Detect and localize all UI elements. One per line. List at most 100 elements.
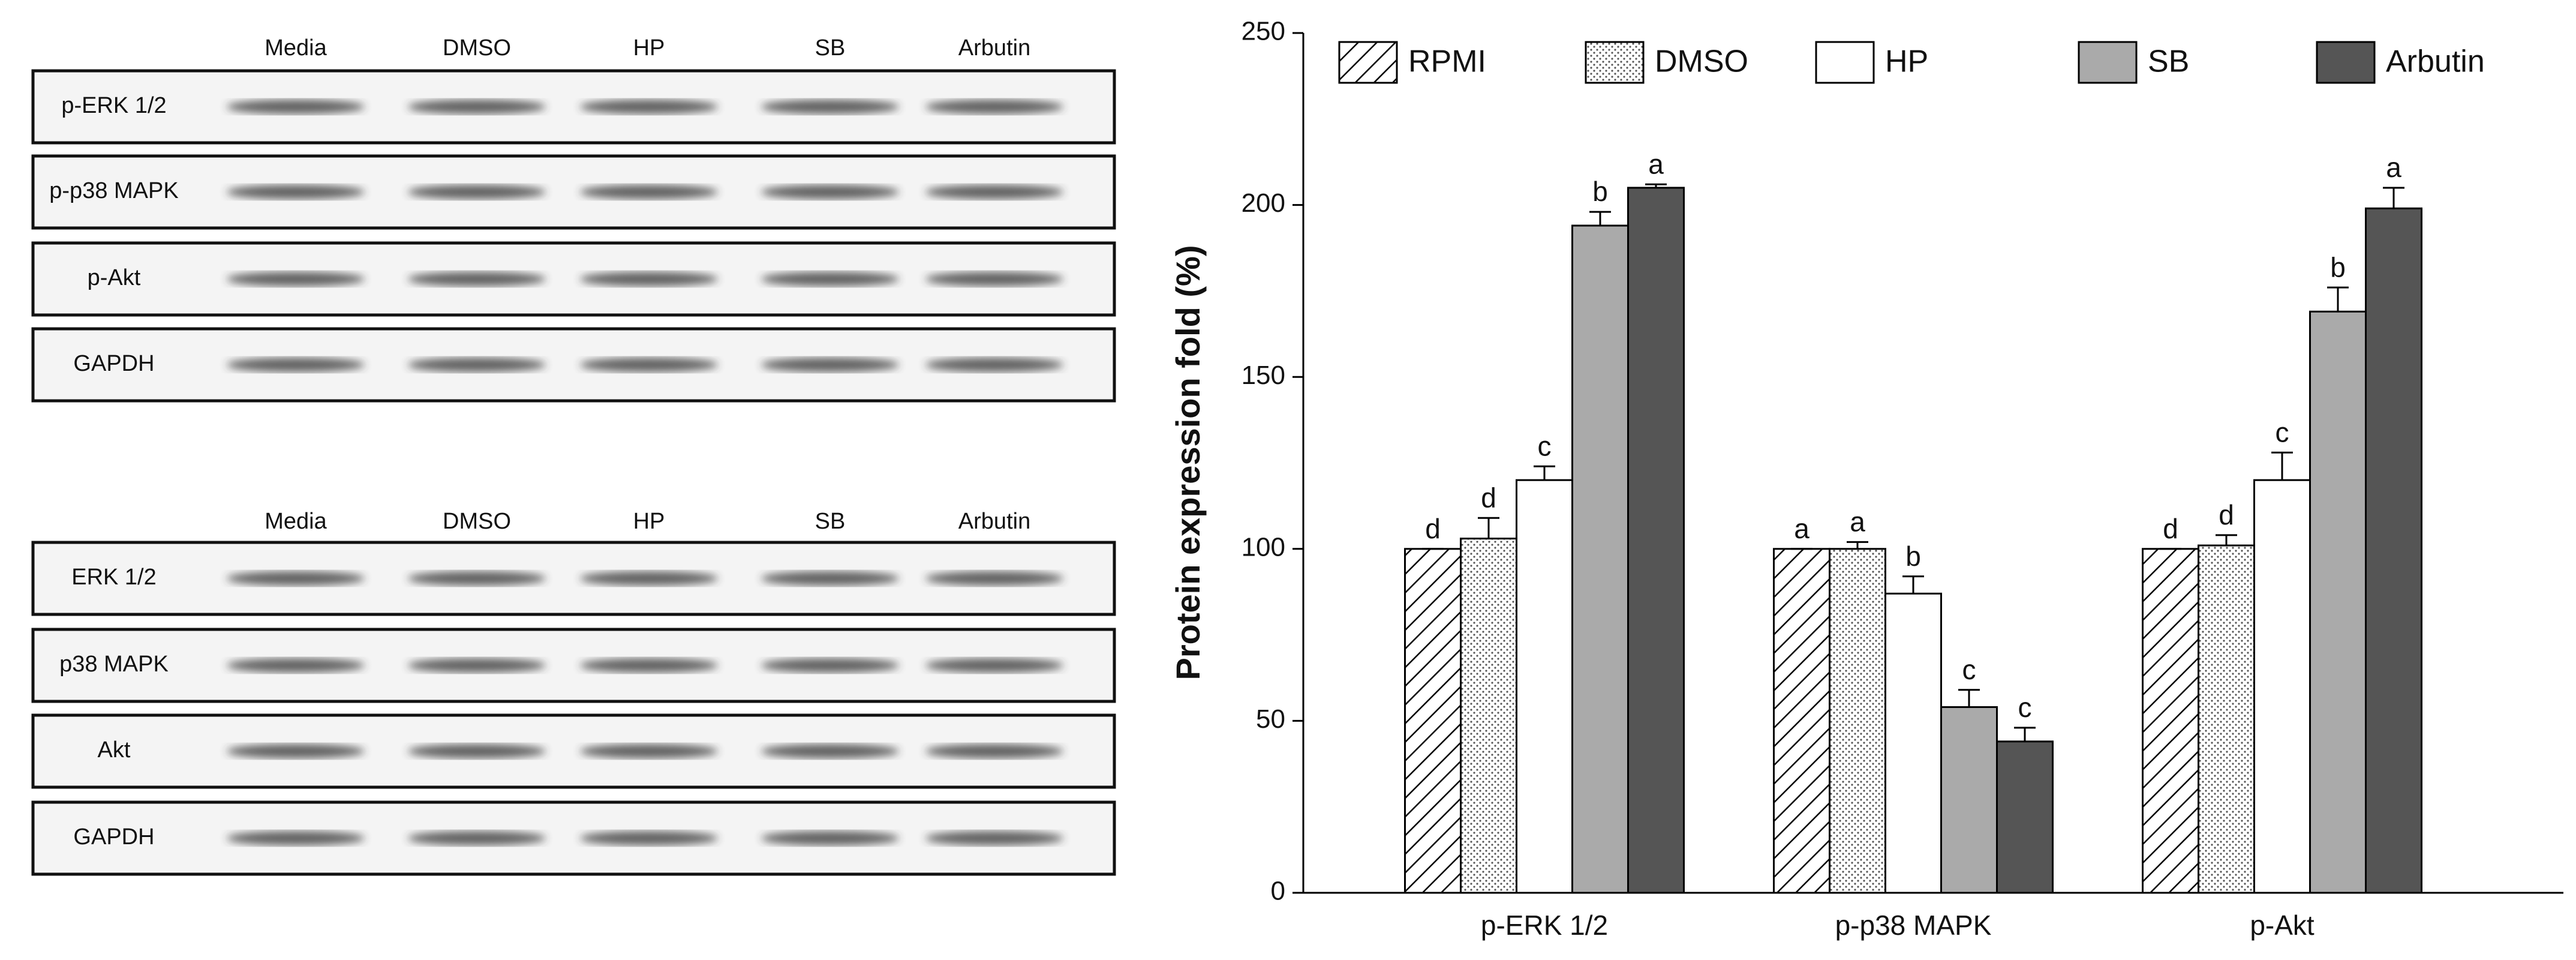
blot-band bbox=[580, 744, 718, 758]
bar bbox=[1940, 706, 1998, 894]
blot-band bbox=[408, 185, 546, 199]
blot-row-label: ERK 1/2 bbox=[71, 565, 157, 590]
significance-label: d bbox=[1425, 513, 1441, 544]
blot-band bbox=[925, 185, 1063, 199]
blot-band bbox=[408, 358, 546, 372]
blot-band bbox=[580, 185, 718, 199]
significance-label: a bbox=[2386, 152, 2401, 183]
bar bbox=[1404, 548, 1462, 894]
legend-swatch bbox=[2078, 41, 2138, 84]
bar bbox=[2253, 479, 2311, 894]
blot-band bbox=[408, 100, 546, 114]
legend-label: DMSO bbox=[1655, 44, 1748, 79]
bar bbox=[1627, 187, 1685, 894]
legend-swatch bbox=[1585, 41, 1645, 84]
bar bbox=[1996, 740, 2054, 894]
y-tick-label: 250 bbox=[1242, 17, 1285, 46]
blot-band bbox=[761, 571, 899, 586]
bar bbox=[2142, 548, 2199, 894]
y-tick-label: 200 bbox=[1242, 188, 1285, 218]
significance-label: d bbox=[1481, 482, 1496, 513]
blot-band bbox=[580, 658, 718, 673]
lane-label: Arbutin bbox=[958, 509, 1030, 534]
lane-label: SB bbox=[815, 509, 846, 534]
lane-label: Media bbox=[264, 509, 327, 534]
blot-band bbox=[408, 831, 546, 845]
y-tick-label: 50 bbox=[1256, 704, 1285, 734]
lane-label: HP bbox=[633, 509, 665, 534]
y-axis-label: Protein expression fold (%) bbox=[1169, 245, 1207, 680]
blot-band bbox=[227, 100, 365, 114]
blot-band bbox=[227, 272, 365, 286]
blot-band bbox=[227, 571, 365, 586]
blot-band bbox=[925, 100, 1063, 114]
bar bbox=[1516, 479, 1573, 894]
bar bbox=[2365, 207, 2422, 894]
bar bbox=[1460, 538, 1517, 894]
y-tick-label: 100 bbox=[1242, 532, 1285, 562]
blot-band bbox=[925, 272, 1063, 286]
legend-swatch bbox=[2316, 41, 2376, 84]
blot-band bbox=[580, 571, 718, 586]
significance-label: b bbox=[1905, 541, 1921, 572]
blot-row-label: p-Akt bbox=[88, 265, 141, 290]
blot-band bbox=[408, 658, 546, 673]
blot-band bbox=[227, 831, 365, 845]
blot-band bbox=[580, 358, 718, 372]
blot-band bbox=[925, 831, 1063, 845]
lane-label: Arbutin bbox=[958, 35, 1030, 61]
lane-label: HP bbox=[633, 35, 665, 61]
blot-band bbox=[408, 272, 546, 286]
significance-label: a bbox=[1648, 148, 1664, 179]
bar bbox=[1884, 592, 1942, 894]
y-tick-label: 0 bbox=[1271, 877, 1285, 906]
significance-label: d bbox=[2219, 499, 2234, 530]
lane-label: DMSO bbox=[443, 35, 511, 61]
legend-label: RPMI bbox=[1408, 44, 1486, 79]
blot-band bbox=[761, 358, 899, 372]
blot-band bbox=[580, 831, 718, 845]
blot-band bbox=[761, 831, 899, 845]
legend-label: Arbutin bbox=[2386, 44, 2485, 79]
blot-band bbox=[925, 358, 1063, 372]
blot-band bbox=[227, 185, 365, 199]
y-tick-label: 150 bbox=[1242, 361, 1285, 390]
blot-band bbox=[761, 744, 899, 758]
blot-band bbox=[408, 571, 546, 586]
blot-band bbox=[761, 100, 899, 114]
significance-label: a bbox=[1794, 513, 1809, 544]
significance-label: a bbox=[1850, 506, 1865, 537]
significance-label: c bbox=[2276, 416, 2289, 448]
legend-label: SB bbox=[2148, 44, 2189, 79]
bar bbox=[2198, 544, 2255, 894]
blot-band bbox=[925, 744, 1063, 758]
blot-band bbox=[761, 658, 899, 673]
x-tick-label: p-p38 MAPK bbox=[1835, 910, 1992, 941]
bar bbox=[1571, 224, 1629, 894]
blot-row-label: p38 MAPK bbox=[59, 652, 169, 677]
blot-band bbox=[761, 272, 899, 286]
significance-label: d bbox=[2163, 513, 2178, 544]
legend-label: HP bbox=[1885, 44, 1928, 79]
bar bbox=[1829, 548, 1886, 894]
lane-label: Media bbox=[264, 35, 327, 61]
blot-band bbox=[408, 744, 546, 758]
blot-band bbox=[227, 658, 365, 673]
blot-row-label: GAPDH bbox=[73, 351, 154, 376]
significance-label: b bbox=[1592, 176, 1608, 207]
blot-band bbox=[580, 100, 718, 114]
blot-row-label: p-ERK 1/2 bbox=[61, 93, 166, 118]
legend-swatch bbox=[1815, 41, 1875, 84]
blot-band bbox=[925, 571, 1063, 586]
blot-row-label: p-p38 MAPK bbox=[49, 178, 178, 203]
blot-band bbox=[227, 358, 365, 372]
significance-label: c bbox=[1538, 430, 1552, 461]
bar bbox=[2309, 310, 2367, 894]
lane-label: SB bbox=[815, 35, 846, 61]
significance-label: b bbox=[2330, 251, 2346, 283]
lane-label: DMSO bbox=[443, 509, 511, 534]
significance-label: c bbox=[2018, 692, 2032, 723]
significance-label: c bbox=[1962, 654, 1976, 685]
blot-band bbox=[580, 272, 718, 286]
